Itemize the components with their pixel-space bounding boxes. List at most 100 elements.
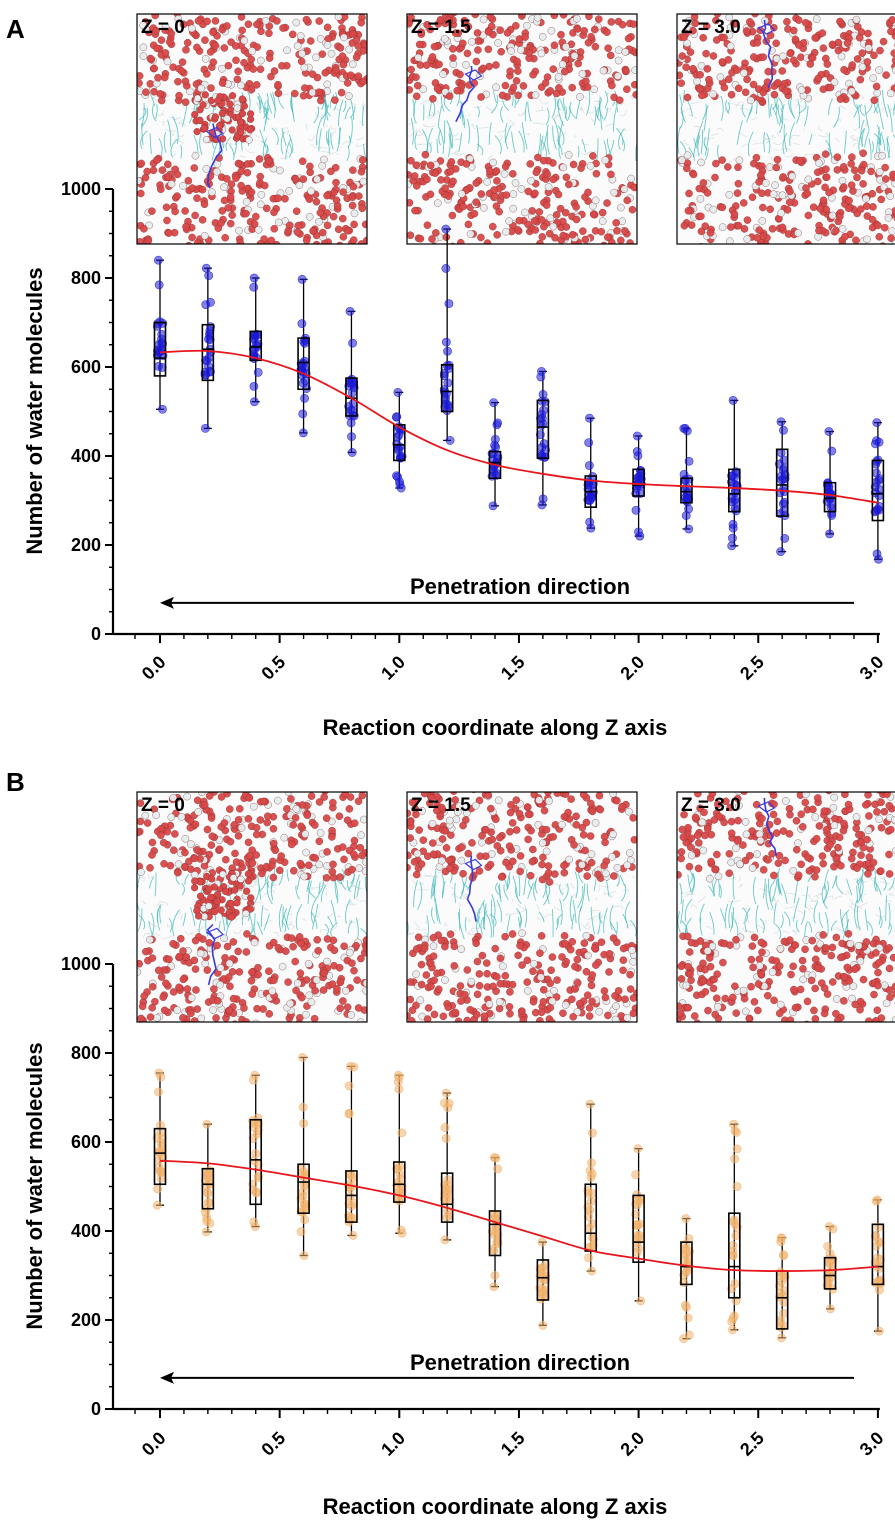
water-molecule: [244, 877, 253, 885]
water-molecule: [439, 70, 447, 78]
data-point: [157, 334, 166, 344]
water-molecule: [315, 17, 323, 25]
water-molecule: [850, 166, 859, 175]
lipid-tail: [432, 883, 435, 896]
lipid-core-tail: [728, 157, 736, 163]
data-point: [203, 1197, 213, 1207]
water-molecule: [550, 14, 559, 20]
water-molecule: [687, 851, 696, 860]
lipid-tail: [622, 137, 625, 152]
water-molecule: [587, 981, 596, 990]
data-point: [445, 436, 455, 445]
water-molecule: [311, 854, 320, 862]
lipid-core-tail: [803, 128, 805, 131]
water-molecule: [851, 1000, 860, 1009]
lipid-tail: [141, 107, 149, 128]
water-molecule: [864, 29, 872, 38]
water-molecule: [431, 169, 440, 177]
lipid-tail: [603, 107, 608, 121]
lipid-core-tail: [254, 879, 259, 884]
water-molecule: [407, 199, 414, 207]
water-molecule: [549, 175, 558, 184]
water-molecule: [311, 821, 319, 829]
water-molecule: [323, 41, 332, 49]
water-molecule: [316, 208, 325, 217]
water-molecule: [407, 86, 414, 94]
water-molecule: [274, 194, 282, 203]
lipid-core-tail: [772, 898, 780, 903]
water-molecule: [512, 826, 521, 834]
lipid-tail: [307, 881, 316, 899]
data-point: [875, 484, 884, 494]
lipid-tail: [163, 132, 167, 153]
water-molecule: [502, 191, 511, 199]
water-molecule: [187, 840, 195, 848]
water-molecule: [240, 36, 249, 45]
water-molecule: [293, 42, 302, 50]
lipid-tail: [329, 94, 335, 109]
water-molecule: [474, 46, 482, 54]
peptide-structure: [206, 123, 223, 189]
water-molecule: [849, 848, 857, 857]
water-molecule: [436, 157, 445, 165]
lipid-tail: [413, 880, 418, 908]
water-molecule: [150, 64, 158, 73]
water-molecule: [152, 811, 160, 819]
water-molecule: [677, 962, 686, 971]
water-molecule: [269, 824, 278, 833]
water-molecule: [786, 49, 795, 58]
water-molecule: [140, 225, 148, 233]
lipid-tail: [552, 125, 557, 150]
water-molecule: [479, 64, 487, 73]
lipid-tail: [336, 127, 341, 152]
water-molecule: [874, 968, 882, 977]
lipid-tail: [148, 920, 153, 935]
water-molecule: [339, 60, 348, 69]
lipid-tail: [318, 128, 322, 152]
lipid-tail: [225, 136, 232, 151]
water-molecule: [194, 17, 203, 25]
water-molecule: [731, 982, 739, 991]
water-molecule: [549, 65, 558, 73]
water-molecule: [591, 819, 600, 827]
water-molecule: [475, 796, 484, 805]
lipid-core-tail: [280, 155, 289, 159]
lipid-core-tail: [774, 929, 780, 934]
lipid-core-tail: [784, 905, 796, 909]
water-molecule: [781, 87, 790, 95]
water-molecule: [480, 1012, 489, 1020]
lipid-core-tail: [747, 920, 750, 923]
water-molecule: [283, 46, 291, 55]
water-molecule: [435, 60, 443, 69]
lipid-core-tail: [314, 111, 324, 118]
water-molecule: [346, 71, 355, 80]
water-molecule: [213, 897, 221, 906]
water-molecule: [706, 874, 714, 883]
water-molecule: [416, 996, 425, 1004]
lipid-core-tail: [600, 884, 610, 888]
water-molecule: [725, 190, 733, 199]
water-molecule: [755, 226, 763, 234]
water-molecule: [755, 178, 763, 186]
water-molecule: [201, 959, 210, 968]
water-molecule: [529, 997, 538, 1006]
water-molecule: [579, 831, 588, 839]
water-molecule: [734, 163, 742, 172]
lipid-tail: [355, 917, 359, 939]
water-molecule: [684, 962, 692, 971]
water-molecule: [139, 52, 148, 60]
lipid-core-tail: [415, 927, 428, 931]
data-point: [780, 534, 790, 543]
data-point: [872, 549, 882, 559]
water-molecule: [225, 973, 233, 981]
water-molecule: [870, 51, 878, 60]
lipid-tail: [482, 910, 488, 931]
water-molecule: [600, 241, 608, 244]
water-molecule: [348, 193, 357, 201]
water-molecule: [345, 92, 353, 100]
water-molecule: [629, 1009, 637, 1018]
water-molecule: [462, 61, 470, 69]
water-molecule: [497, 873, 506, 881]
lipid-core-tail: [608, 893, 613, 898]
lipid-tail: [732, 873, 735, 900]
